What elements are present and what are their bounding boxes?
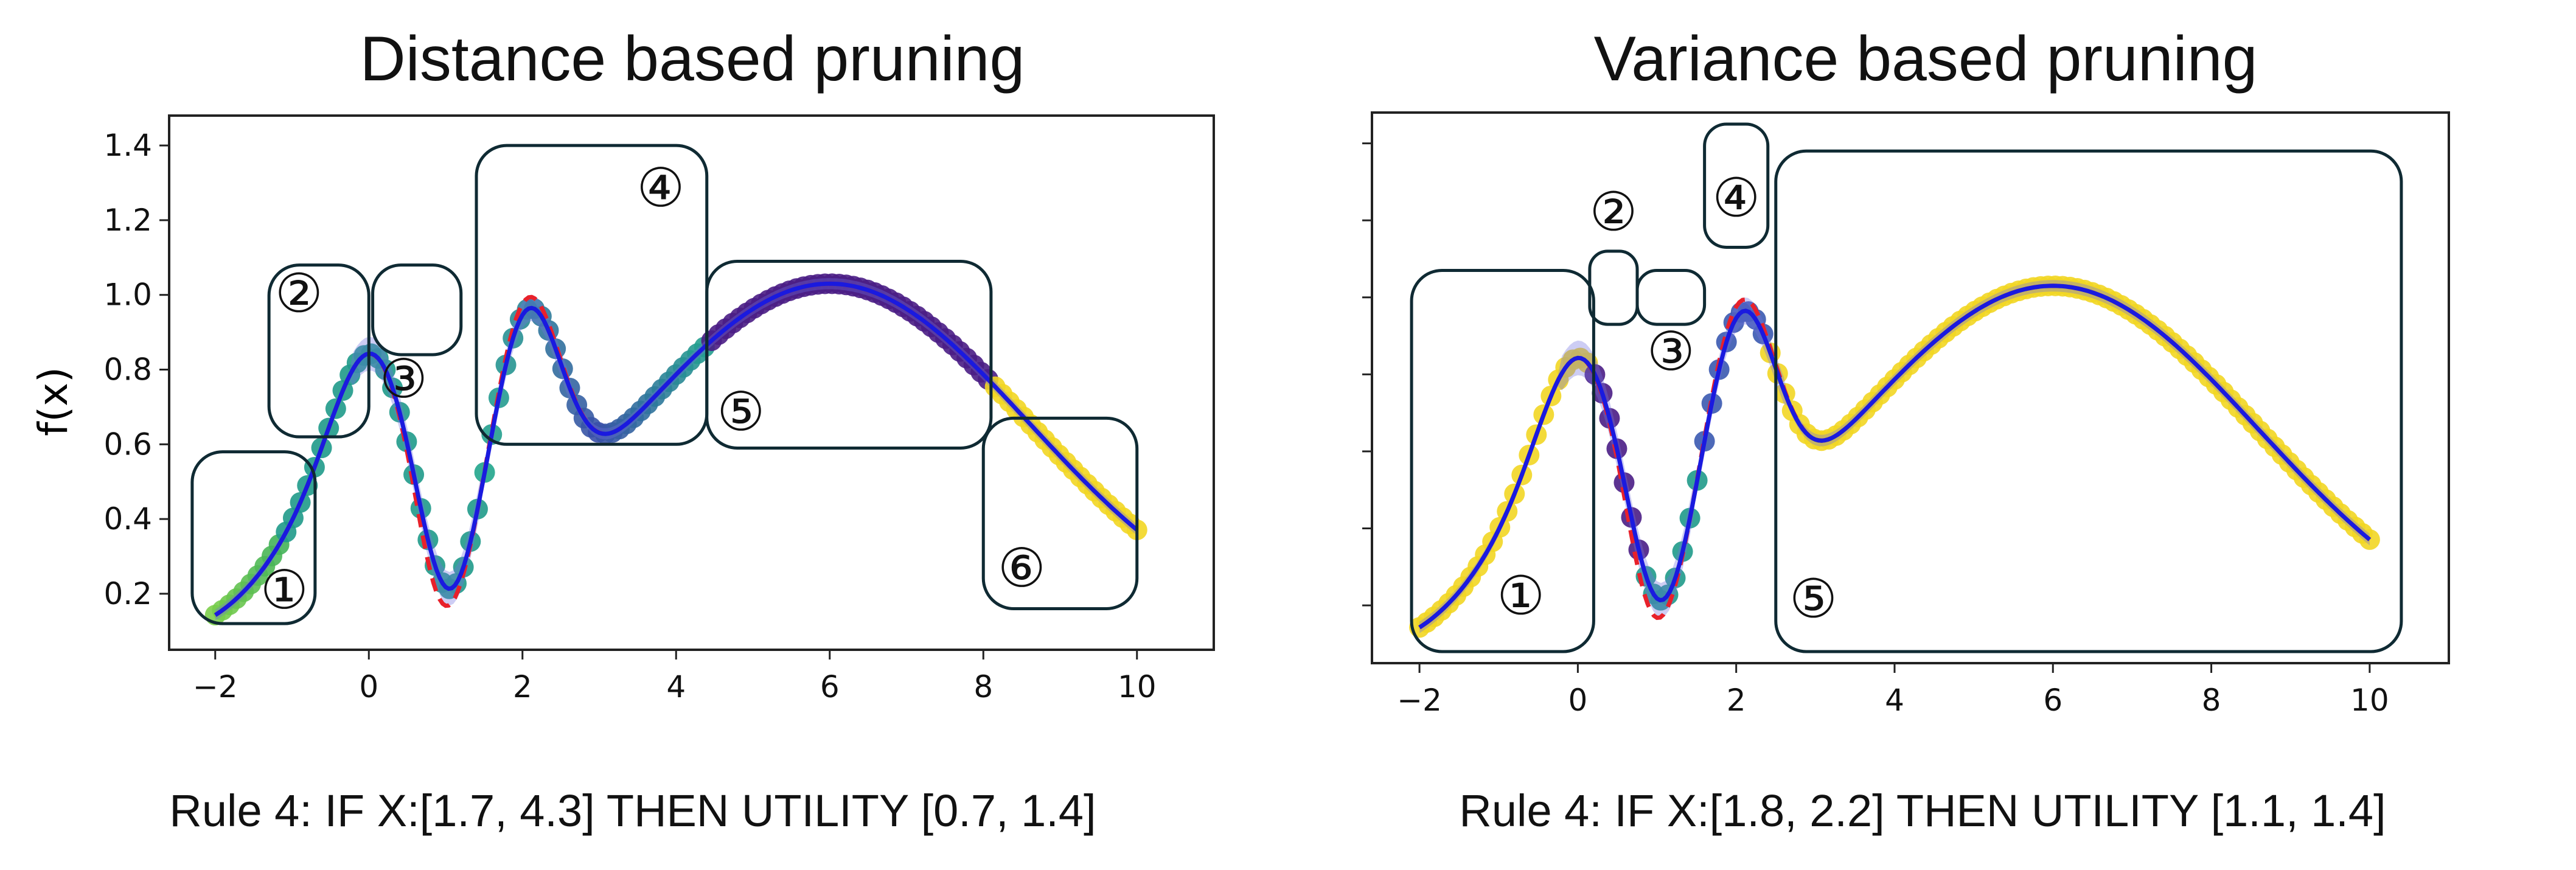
rule-box [981,416,1139,610]
rule-box [371,263,463,357]
rule-box-label: ④ [1712,167,1760,229]
right-rule-caption: Rule 4: IF X:[1.8, 2.2] THEN UTILITY [1.… [1459,785,2386,836]
rule-box [1588,249,1639,326]
left-chart-title: Distance based pruning [360,24,1025,94]
model-mean-line [1418,284,2372,630]
y-tick-label: 0.4 [103,501,152,537]
x-tick-label: 6 [820,669,840,705]
rule-box-label: ④ [637,156,685,219]
rule-box-label: ③ [380,347,428,410]
rule-box [190,450,317,625]
rule-box-label: ⑥ [998,537,1046,599]
rule-box [1410,268,1595,653]
x-tick-label: 10 [2350,683,2389,718]
rule-box-label: ⑤ [717,380,765,443]
y-tick-label: 1.2 [103,203,152,238]
y-tick-label: 1.0 [103,277,152,313]
left-rule-caption: Rule 4: IF X:[1.7, 4.3] THEN UTILITY [0.… [169,785,1096,836]
rule-box-label: ① [1497,564,1545,627]
x-tick-label: 4 [666,669,686,705]
x-tick-label: −2 [1397,683,1442,718]
rule-box-label: ③ [1647,320,1695,383]
true-function-line [1418,284,2372,630]
plot-frame [168,114,1215,651]
rule-box-label: ⑤ [1789,568,1837,630]
rule-box [705,259,993,450]
x-tick-label: 0 [359,669,378,705]
x-tick-label: 2 [1727,683,1746,718]
y-axis-label: f(x) [30,367,77,436]
rule-box-label: ② [275,262,323,324]
x-tick-label: −2 [193,669,238,705]
y-tick-label: 1.4 [103,128,152,163]
rule-box-label: ② [1590,181,1638,243]
plot-frame [1371,111,2450,664]
variance-pruning-plot: −2 0 2 4 6 8 10 ① ② ③ ④ ⑤ [1362,111,2450,718]
right-chart-title: Variance based pruning [1593,24,2258,94]
rule-box [1703,122,1770,249]
y-tick-label: 0.6 [103,426,152,462]
x-tick-label: 10 [1118,669,1157,705]
x-tick-label: 4 [1885,683,1904,718]
x-tick-label: 2 [513,669,532,705]
rule-box [267,263,371,439]
rule-box-label: ① [260,559,308,621]
rule-box [1774,149,2403,653]
y-tick-label: 0.2 [103,576,152,611]
distance-pruning-plot: −2 0 2 4 6 8 10 0.2 0.4 0.6 0.8 1.0 1.2 1.4 ① ②③ ④ ⑤ ⑥ [103,114,1215,705]
x-tick-label: 0 [1568,683,1587,718]
rule-box [1635,268,1707,326]
confidence-band [1419,280,2370,633]
x-tick-label: 8 [973,669,993,705]
y-tick-label: 0.8 [103,352,152,388]
x-tick-label: 8 [2202,683,2221,718]
x-tick-label: 6 [2043,683,2063,718]
